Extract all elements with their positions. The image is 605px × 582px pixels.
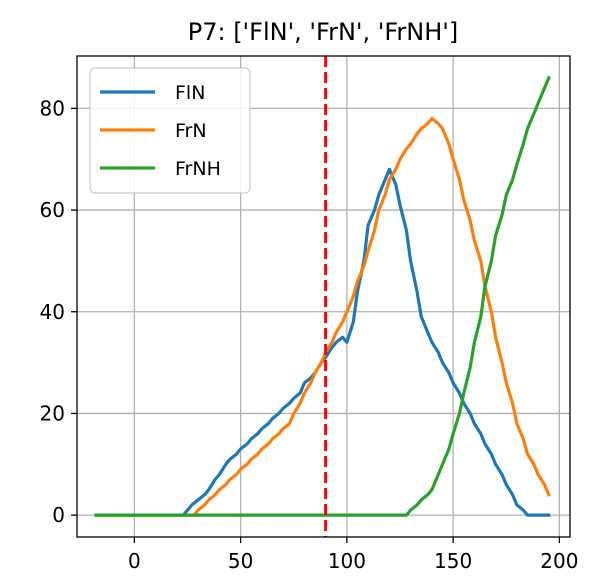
legend: FlN FrN FrNH xyxy=(89,67,251,194)
series-line-frnh xyxy=(94,75,551,517)
legend-box xyxy=(89,67,251,194)
y-tick-label: 0 xyxy=(52,503,65,527)
plot-frame xyxy=(76,55,571,538)
x-tick-label: 100 xyxy=(328,549,366,573)
legend-label-frn: FrN xyxy=(175,120,207,142)
y-tick-label: 20 xyxy=(40,401,65,425)
y-tick-label: 80 xyxy=(40,96,65,120)
series-line-frn xyxy=(94,116,551,517)
tick-layer: 0 50 100 150 200 0 20 40 60 80 xyxy=(40,96,579,573)
x-tick-label: 0 xyxy=(128,549,141,573)
x-tick-label: 200 xyxy=(540,549,578,573)
chart-title: P7: ['FlN', 'FrN', 'FrNH'] xyxy=(188,18,459,46)
y-tick-label: 40 xyxy=(40,300,65,324)
y-tick-label: 60 xyxy=(40,198,65,222)
legend-label-fln: FlN xyxy=(175,82,205,104)
x-tick-label: 50 xyxy=(228,549,253,573)
series-layer xyxy=(94,75,551,517)
legend-label-frnh: FrNH xyxy=(175,158,221,180)
x-tick-label: 150 xyxy=(434,549,472,573)
